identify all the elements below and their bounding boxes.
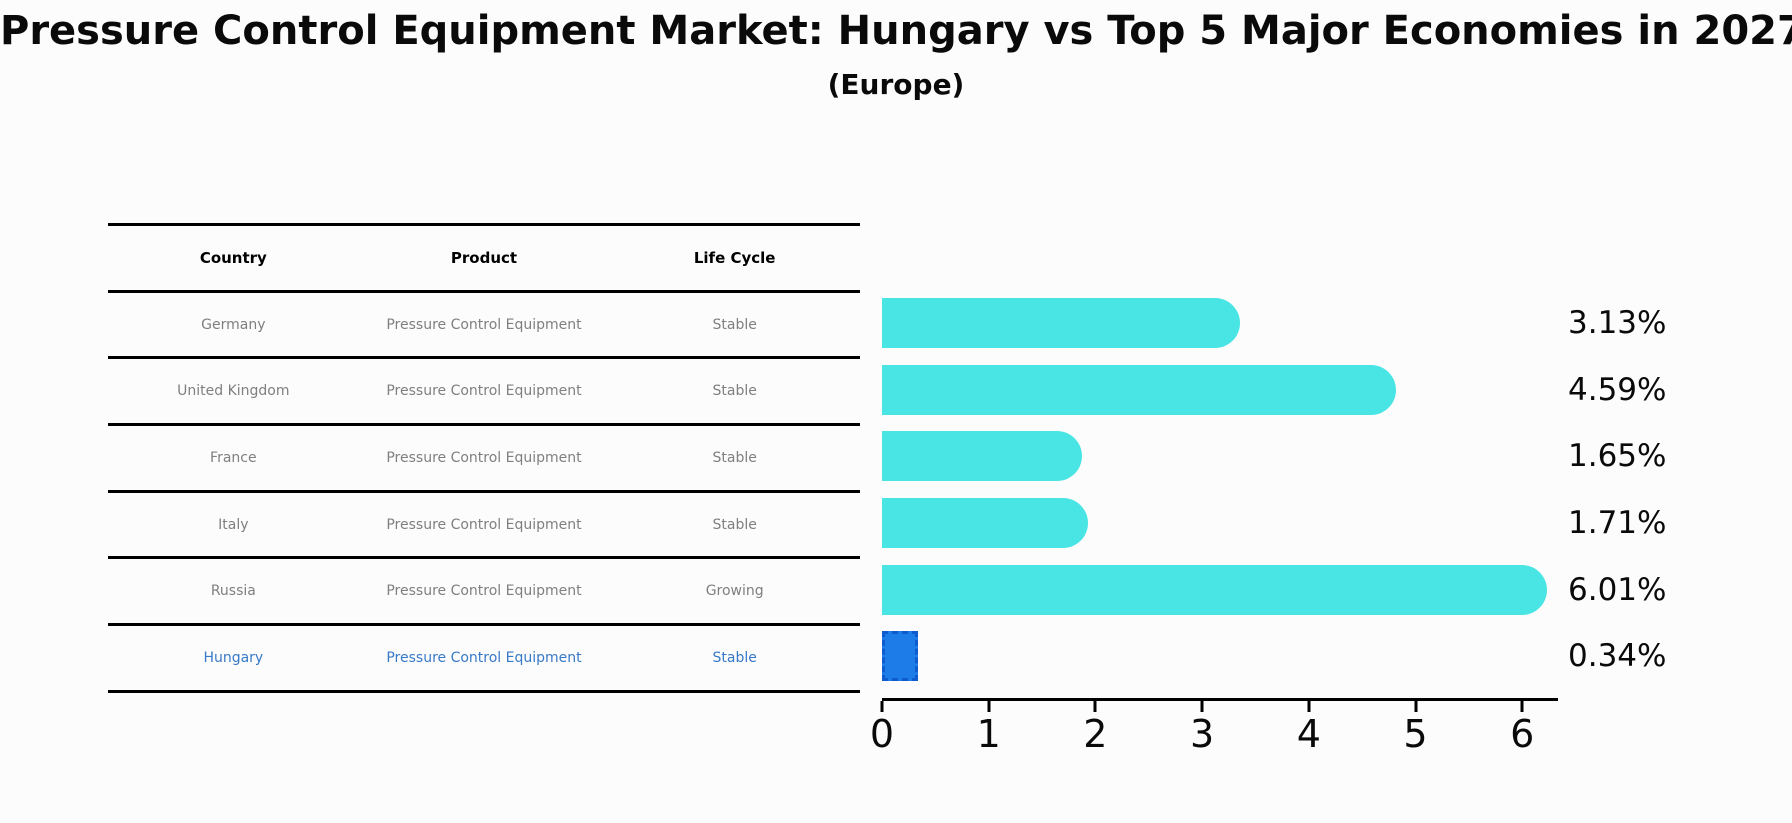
table-row-hungary: Hungary Pressure Control Equipment Stabl… xyxy=(108,623,860,690)
cell-lifecycle: Stable xyxy=(712,516,757,533)
header-cell-country: Country xyxy=(199,248,267,267)
cell-country: Hungary xyxy=(203,649,264,666)
cell-country: France xyxy=(210,449,257,466)
x-axis-tick-label: 4 xyxy=(1296,712,1321,756)
x-axis-tick xyxy=(1093,701,1097,712)
table-row-germany: Germany Pressure Control Equipment Stabl… xyxy=(108,289,860,357)
table-row-italy: Italy Pressure Control Equipment Stable xyxy=(108,489,860,557)
x-axis-tick-label: 6 xyxy=(1510,712,1535,756)
header-cell-lifecycle: Life Cycle xyxy=(693,248,776,267)
cell-country: Germany xyxy=(201,316,266,333)
bar-value-label: 1.65% xyxy=(1568,438,1667,475)
cell-country: Russia xyxy=(210,583,256,600)
x-axis-tick-label: 2 xyxy=(1083,712,1108,756)
bar-value-label: 3.13% xyxy=(1568,305,1667,341)
x-axis-tick-label: 3 xyxy=(1190,712,1215,756)
page-subtitle: (Europe) xyxy=(827,68,965,101)
table-header-row: Country Product Life Cycle xyxy=(108,223,860,290)
cell-lifecycle: Stable xyxy=(712,383,757,400)
cell-lifecycle: Stable xyxy=(712,316,757,333)
bar-hungary-highlight xyxy=(882,631,919,682)
cell-country: Italy xyxy=(218,516,249,533)
x-axis-tick-label: 0 xyxy=(869,712,895,756)
bar-germany xyxy=(882,298,1240,348)
bar-italy xyxy=(882,498,1089,548)
table-row-france: France Pressure Control Equipment Stable xyxy=(108,423,860,490)
cell-product: Pressure Control Equipment xyxy=(386,449,582,466)
x-axis-tick-label: 1 xyxy=(976,712,1001,756)
bar-value-label: 1.71% xyxy=(1568,505,1667,541)
bar-value-label: 0.34% xyxy=(1568,638,1667,675)
table-row-russia: Russia Pressure Control Equipment Growin… xyxy=(108,556,860,623)
cell-product: Pressure Control Equipment xyxy=(386,516,582,533)
x-axis-tick xyxy=(1520,701,1524,712)
bar-united-kingdom xyxy=(882,364,1396,415)
x-axis-tick-label: 5 xyxy=(1403,712,1428,756)
header-cell-product: Product xyxy=(450,248,518,267)
bar-value-label: 6.01% xyxy=(1568,571,1667,608)
x-axis xyxy=(882,698,1558,701)
page-title: Pressure Control Equipment Market: Hunga… xyxy=(0,8,1792,54)
cell-lifecycle: Growing xyxy=(705,583,764,600)
cell-country: United Kingdom xyxy=(177,383,290,400)
cell-product: Pressure Control Equipment xyxy=(386,383,582,400)
cell-product: Pressure Control Equipment xyxy=(386,583,582,600)
bar-value-label: 4.59% xyxy=(1568,371,1667,408)
x-axis-tick xyxy=(1307,701,1311,712)
cell-lifecycle: Stable xyxy=(712,649,757,666)
cell-product: Pressure Control Equipment xyxy=(386,316,582,333)
cell-product: Pressure Control Equipment xyxy=(386,649,582,666)
data-table: Country Product Life Cycle Germany Press… xyxy=(108,223,860,693)
x-axis-tick xyxy=(1414,701,1417,712)
bar-russia xyxy=(882,564,1548,615)
x-axis-tick xyxy=(880,701,884,712)
table-row-united-kingdom: United Kingdom Pressure Control Equipmen… xyxy=(108,356,860,423)
x-axis-tick xyxy=(987,701,991,712)
x-axis-tick xyxy=(1200,701,1204,712)
bar-france xyxy=(882,431,1083,482)
cell-lifecycle: Stable xyxy=(712,449,757,466)
